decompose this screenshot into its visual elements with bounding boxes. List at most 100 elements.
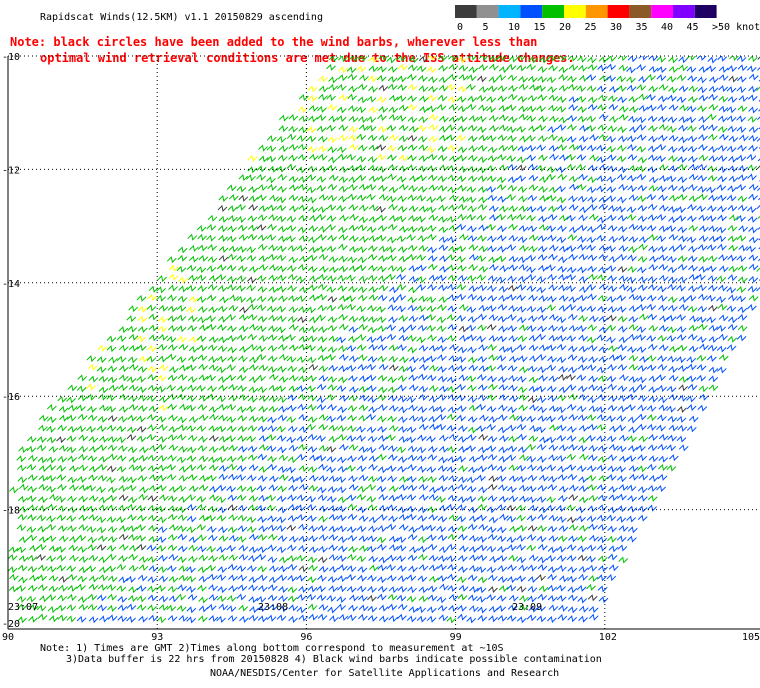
wind-barb <box>69 484 79 492</box>
wind-barb <box>308 115 318 123</box>
wind-barb <box>137 386 147 394</box>
wind-barb <box>568 103 579 112</box>
wind-barb <box>578 573 588 581</box>
wind-barb <box>278 125 289 133</box>
wind-barb <box>226 184 237 192</box>
wind-barb <box>228 394 239 402</box>
wind-barb <box>317 145 328 153</box>
wind-barb <box>617 253 628 261</box>
wind-barb <box>118 504 128 512</box>
wind-barb <box>717 154 728 162</box>
wind-barb <box>598 113 609 121</box>
wind-barb <box>316 486 327 494</box>
wind-barb <box>568 443 578 451</box>
wind-barb <box>426 305 437 313</box>
wind-barb <box>367 585 377 593</box>
wind-barb <box>558 245 569 253</box>
wind-barb <box>517 275 528 283</box>
wind-barb <box>167 393 178 401</box>
wind-barb <box>78 453 88 461</box>
wind-barb <box>136 584 147 592</box>
wind-barb <box>518 394 529 402</box>
wind-barb <box>346 464 356 472</box>
wind-barb <box>346 303 357 311</box>
wind-barb <box>546 264 556 272</box>
wind-barb <box>516 294 526 302</box>
wind-barb <box>358 116 368 124</box>
wind-barb <box>126 484 137 492</box>
wind-barb <box>57 455 68 463</box>
wind-barb <box>267 355 278 363</box>
wind-barb <box>737 324 748 332</box>
wind-barb <box>147 294 157 302</box>
wind-barb <box>387 376 398 384</box>
wind-barb <box>258 364 269 372</box>
wind-barb <box>56 604 67 612</box>
wind-barb <box>387 603 398 611</box>
wind-barb <box>518 75 528 83</box>
wind-barb <box>678 124 688 132</box>
wind-barb <box>706 215 717 223</box>
wind-barb <box>457 203 468 211</box>
wind-barb <box>137 315 148 323</box>
wind-barb <box>17 603 28 611</box>
wind-barb <box>306 186 317 194</box>
wind-barb <box>87 405 97 413</box>
wind-barb <box>346 344 357 352</box>
wind-barb <box>397 506 408 514</box>
wind-barb <box>337 406 348 414</box>
wind-barb <box>308 246 319 254</box>
wind-barb <box>708 103 719 111</box>
wind-barb <box>427 174 438 182</box>
wind-barb <box>408 404 418 412</box>
wind-barb <box>688 96 698 104</box>
wind-barb <box>736 234 747 242</box>
wind-barb <box>437 375 448 383</box>
wind-barb <box>457 85 468 93</box>
wind-barb <box>437 94 448 102</box>
wind-barb <box>346 364 357 372</box>
wind-barb <box>406 436 417 444</box>
wind-barb <box>238 366 249 374</box>
wind-barb <box>427 506 437 514</box>
wind-barb <box>507 213 517 221</box>
wind-barb <box>477 454 488 462</box>
wind-barb <box>536 615 547 623</box>
wind-barb <box>576 515 586 523</box>
wind-barb <box>376 475 387 483</box>
wind-barb <box>417 406 428 414</box>
wind-barb <box>526 134 536 142</box>
wind-barb <box>447 563 457 571</box>
wind-barb <box>609 425 619 433</box>
wind-barb <box>279 353 289 361</box>
wind-barb <box>176 593 186 601</box>
wind-barb <box>477 384 488 392</box>
wind-barb <box>67 593 77 601</box>
wind-barb <box>226 455 237 463</box>
wind-barb <box>557 614 568 622</box>
wind-barb <box>248 185 258 193</box>
wind-barb <box>408 125 419 133</box>
wind-barb <box>228 304 239 312</box>
wind-barb <box>737 64 748 72</box>
wind-barb <box>526 415 537 423</box>
wind-barb <box>708 85 719 93</box>
wind-barb <box>309 294 319 302</box>
wind-barb <box>746 245 756 253</box>
wind-barb <box>366 95 377 103</box>
wind-barb <box>87 593 98 601</box>
wind-barb <box>488 256 498 264</box>
wind-barb <box>626 484 637 492</box>
wind-barb <box>567 233 578 241</box>
wind-barb <box>468 455 479 463</box>
wind-barb <box>556 554 567 562</box>
wind-barb <box>508 554 519 562</box>
wind-barb <box>407 533 418 541</box>
wind-barb <box>178 565 189 573</box>
wind-barb <box>88 445 99 453</box>
wind-barb <box>547 295 557 303</box>
wind-barb <box>248 504 258 512</box>
wind-barb <box>208 364 219 372</box>
wind-barb <box>727 294 738 302</box>
wind-barb <box>698 65 709 74</box>
